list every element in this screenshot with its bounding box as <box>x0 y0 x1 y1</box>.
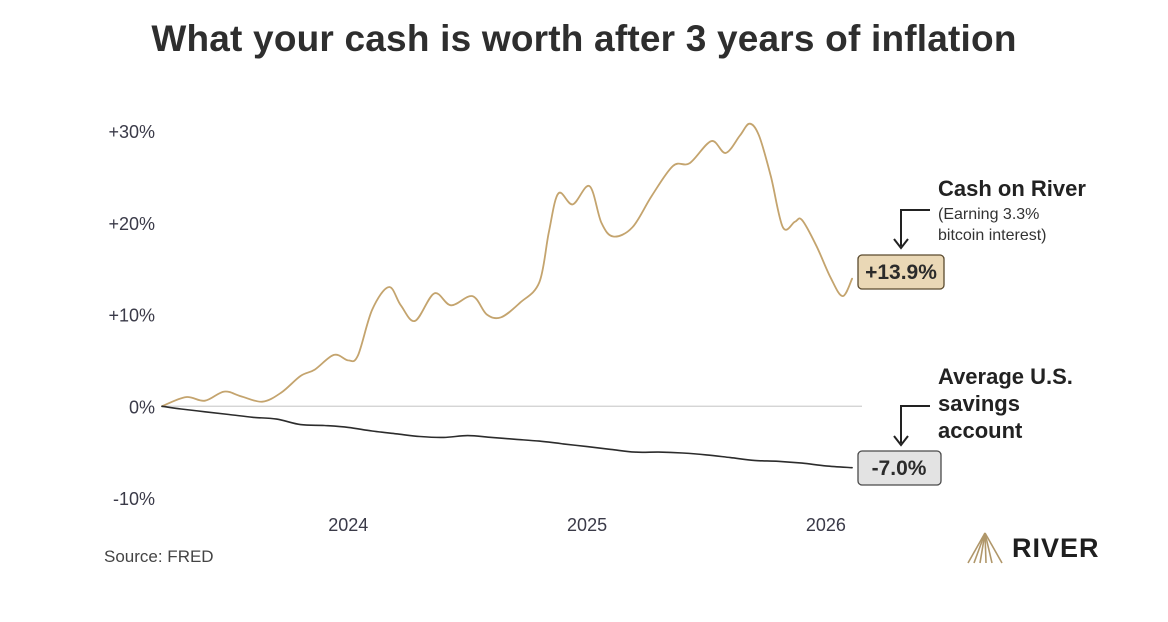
river-logo: RIVER <box>966 530 1100 566</box>
y-tick-label: 0% <box>129 397 155 417</box>
savings-arrowhead-icon <box>893 435 909 447</box>
river-logo-icon <box>967 532 1003 564</box>
y-tick-label: +10% <box>108 306 155 326</box>
river-annotation-sub-2: bitcoin interest) <box>938 227 1047 244</box>
source-note: Source: FRED <box>104 547 214 566</box>
savings-annotation-line-2: savings <box>938 391 1020 416</box>
series-line-savings-account <box>161 405 853 469</box>
y-tick-label: -10% <box>113 489 155 509</box>
savings-end-value: -7.0% <box>872 457 927 480</box>
x-tick-label: 2026 <box>806 515 846 535</box>
river-annotation-arrow-icon <box>900 209 930 246</box>
series-line-cash-on-river <box>161 122 853 408</box>
x-axis: 2024 2025 2026 <box>328 515 846 535</box>
y-tick-label: +30% <box>108 122 155 142</box>
river-end-badge-bg <box>857 254 945 290</box>
river-end-badge: +13.9% <box>857 254 945 290</box>
chart-title: What your cash is worth after 3 years of… <box>151 18 1017 59</box>
river-end-value: +13.9% <box>865 261 937 284</box>
savings-annotation-arrow-icon <box>900 405 930 443</box>
y-tick-label: +20% <box>108 214 155 234</box>
river-arrowhead-icon <box>893 238 909 250</box>
river-logo-text: RIVER <box>1012 532 1100 563</box>
river-annotation: Cash on River (Earning 3.3% bitcoin inte… <box>893 176 1086 250</box>
savings-annotation: Average U.S. savings account <box>893 364 1073 447</box>
savings-annotation-line-3: account <box>938 418 1023 443</box>
river-annotation-sub-1: (Earning 3.3% <box>938 206 1039 223</box>
savings-annotation-line-1: Average U.S. <box>938 364 1073 389</box>
savings-end-badge: -7.0% <box>857 450 942 486</box>
river-annotation-title: Cash on River <box>938 176 1086 201</box>
series-layer <box>161 122 853 469</box>
savings-end-badge-bg <box>857 450 942 486</box>
y-axis: +30% +20% +10% 0% -10% <box>108 122 155 509</box>
x-tick-label: 2025 <box>567 515 607 535</box>
x-tick-label: 2024 <box>328 515 368 535</box>
